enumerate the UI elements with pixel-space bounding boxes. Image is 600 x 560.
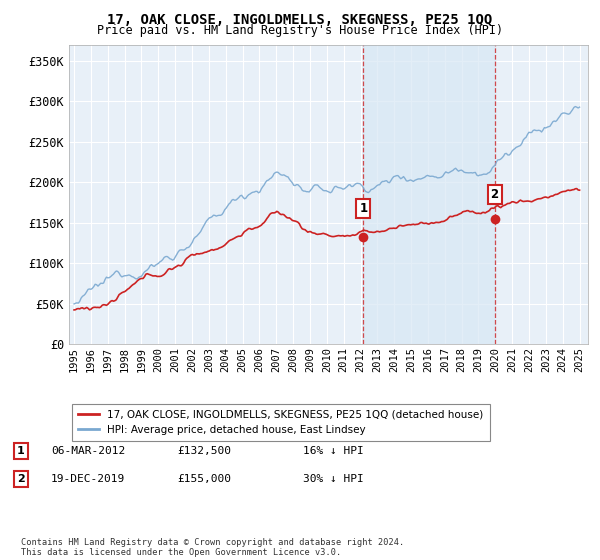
Text: 17, OAK CLOSE, INGOLDMELLS, SKEGNESS, PE25 1QQ: 17, OAK CLOSE, INGOLDMELLS, SKEGNESS, PE… (107, 13, 493, 27)
Text: 30% ↓ HPI: 30% ↓ HPI (303, 474, 364, 484)
Bar (364, 45, 494, 344)
Text: 1: 1 (17, 446, 25, 456)
Text: £132,500: £132,500 (177, 446, 231, 456)
Legend: 17, OAK CLOSE, INGOLDMELLS, SKEGNESS, PE25 1QQ (detached house), HPI: Average pr: 17, OAK CLOSE, INGOLDMELLS, SKEGNESS, PE… (71, 404, 490, 441)
Text: 1: 1 (359, 202, 367, 215)
Text: £155,000: £155,000 (177, 474, 231, 484)
Text: 2: 2 (491, 188, 499, 201)
Text: 06-MAR-2012: 06-MAR-2012 (51, 446, 125, 456)
Text: Price paid vs. HM Land Registry's House Price Index (HPI): Price paid vs. HM Land Registry's House … (97, 24, 503, 36)
Text: 2: 2 (17, 474, 25, 484)
Text: Contains HM Land Registry data © Crown copyright and database right 2024.
This d: Contains HM Land Registry data © Crown c… (21, 538, 404, 557)
Text: 16% ↓ HPI: 16% ↓ HPI (303, 446, 364, 456)
Text: 19-DEC-2019: 19-DEC-2019 (51, 474, 125, 484)
